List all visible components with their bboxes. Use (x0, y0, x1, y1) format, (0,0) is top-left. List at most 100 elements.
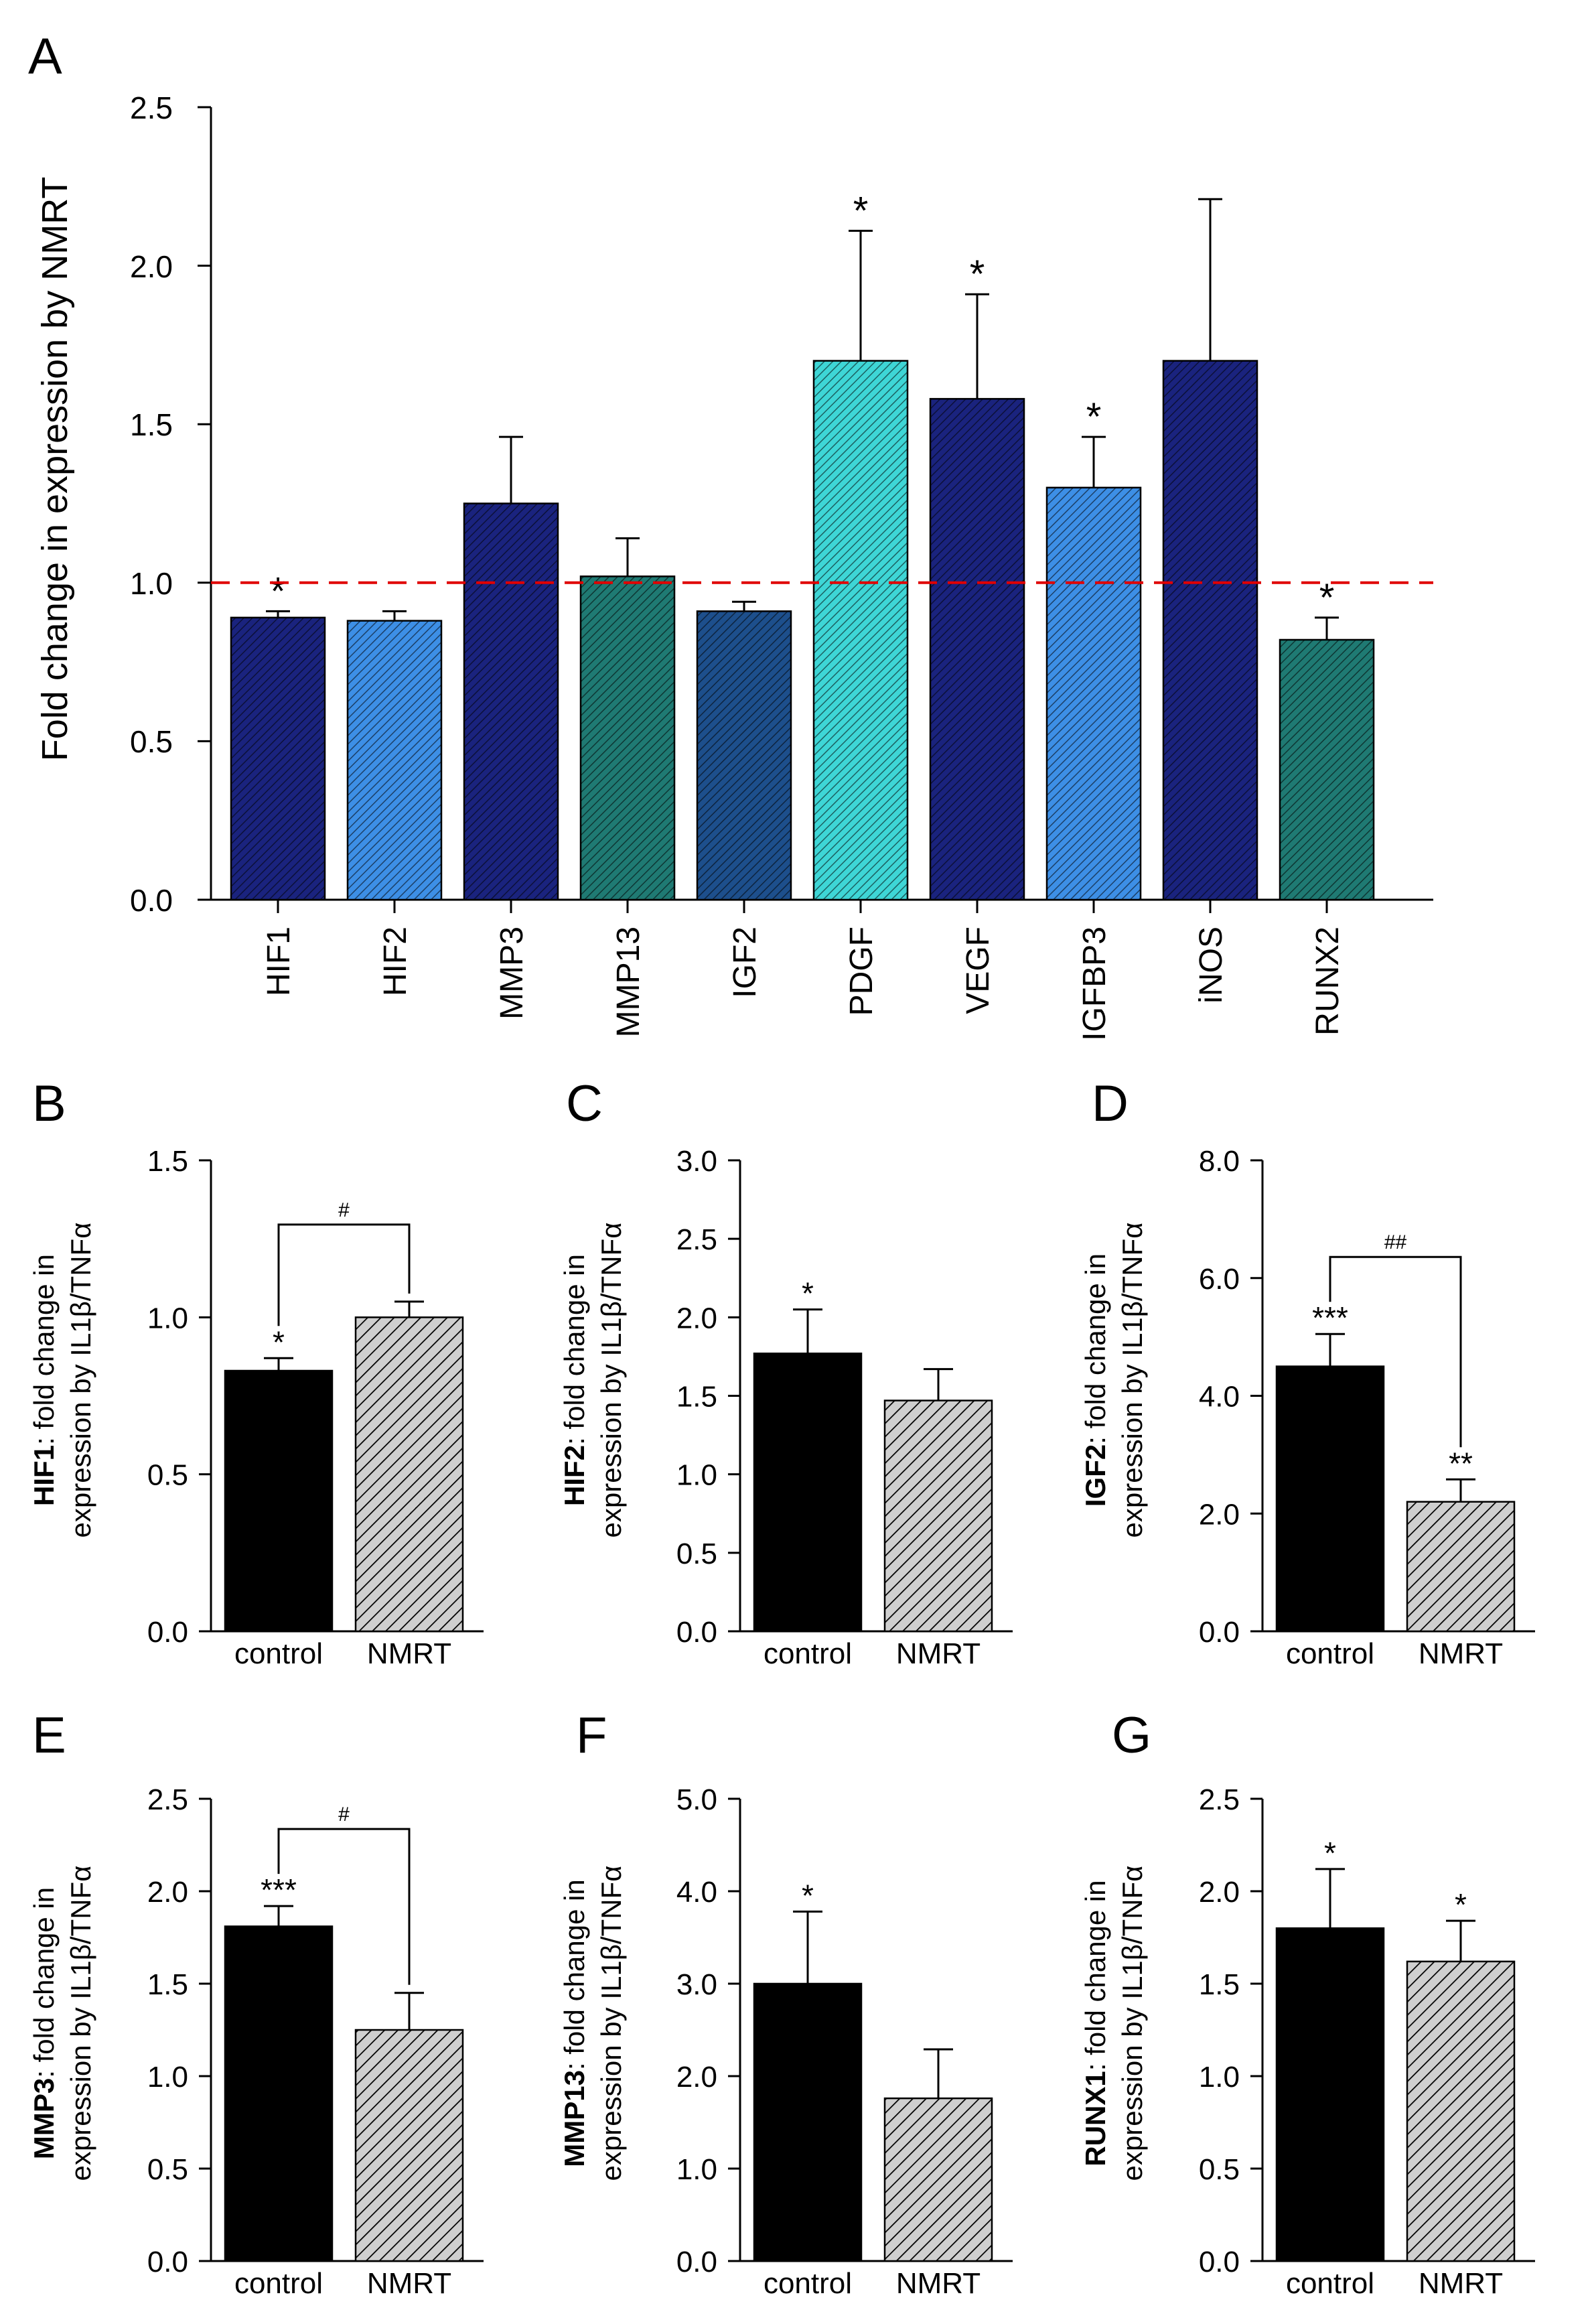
y-tick-label: 2.0 (1199, 1876, 1240, 1909)
x-tick-label: MMP13 (611, 927, 646, 1037)
x-tick-label: PDGF (844, 927, 879, 1016)
panel-g: G RUNX1: fold change in expression by IL… (1080, 1707, 1151, 2181)
bar-control (1275, 1365, 1385, 1633)
bar-nmrt (883, 1399, 993, 1633)
y-tick-label: 0.5 (147, 1459, 188, 1492)
bar-hatch (929, 398, 1025, 901)
y-axis-label-text: : fold change in (28, 1887, 60, 2078)
significance-marker: * (271, 569, 286, 613)
y-tick-label: 2.0 (676, 1302, 717, 1335)
significance-marker: * (1455, 1887, 1467, 1922)
gene-name: MMP13 (559, 2070, 590, 2167)
y-axis-label-line-2: expression by IL1β/TNFα (65, 1866, 96, 2181)
comparison-bracket (1329, 1255, 1462, 1448)
bar-control (224, 1925, 334, 2262)
x-tick-label: NMRT (367, 1637, 451, 1670)
panel-letter: E (32, 1707, 66, 1764)
significance-marker: *** (261, 1872, 297, 1907)
bar-hatch (696, 610, 792, 901)
panel-letter: B (32, 1075, 66, 1132)
y-axis-label-line-2: expression by IL1β/TNFα (595, 1866, 627, 2181)
y-tick-label: 0.0 (1199, 1616, 1240, 1649)
bar-hatch (463, 502, 559, 901)
y-axis-label-line-2: expression by IL1β/TNFα (65, 1223, 96, 1538)
x-tick-label: iNOS (1193, 927, 1229, 1004)
comparison-bracket (277, 1828, 411, 1985)
y-axis-label-text: : fold change in (1080, 1880, 1111, 2071)
x-tick-label: NMRT (367, 2267, 451, 2300)
panel-letter: C (566, 1075, 603, 1132)
bar-control (1275, 1927, 1385, 2262)
y-tick-label: 1.0 (1199, 2061, 1240, 2094)
y-tick-label: 1.0 (676, 1459, 717, 1492)
y-tick-label: 2.5 (676, 1223, 717, 1256)
x-tick-label: NMRT (1419, 2267, 1503, 2300)
y-tick-label: 0.0 (130, 883, 173, 918)
x-tick-label: VEGF (960, 927, 996, 1014)
x-labels-a: HIF1 HIF2 MMP3 MMP13 IGF2 PDGF VEGF IGFBP3 iNOS R… (261, 900, 1346, 1041)
significance-marker: * (1324, 1836, 1336, 1870)
y-axis-label-line-1: IGF2: fold change in (1080, 1253, 1111, 1507)
gene-name: RUNX1 (1080, 2071, 1111, 2166)
y-tick-label: 1.5 (147, 1145, 188, 1178)
panel-e-plot: 0.0 0.5 1.0 1.5 2.0 2.5 *** control NMRT # (147, 1783, 484, 2300)
bar-hatch (346, 620, 443, 901)
panel-a: A Fold change in expression by NMRT 0.0 … (28, 28, 1433, 1041)
x-tick-label: control (1286, 2267, 1374, 2300)
significance-marker: * (802, 1878, 814, 1913)
y-tick-label: 8.0 (1199, 1145, 1240, 1178)
panel-f-plot: 0.0 1.0 2.0 3.0 4.0 5.0 * control NMRT (676, 1783, 1013, 2300)
y-tick-label: 0.5 (130, 724, 173, 759)
bar-nmrt (354, 2029, 464, 2262)
x-tick-label: HIF2 (378, 927, 413, 996)
y-tick-label: 4.0 (1199, 1381, 1240, 1414)
significance-marker: *** (1312, 1300, 1348, 1335)
panel-letter: G (1112, 1707, 1151, 1764)
gene-name: IGF2 (1080, 1444, 1111, 1507)
y-tick-label: 3.0 (676, 1968, 717, 2001)
y-axis-label-line-1: HIF1: fold change in (28, 1254, 60, 1506)
y-axis-label-line-1: MMP3: fold change in (28, 1887, 60, 2159)
y-tick-label: 3.0 (676, 1145, 717, 1178)
comparison-bracket (277, 1223, 411, 1326)
gene-name: MMP3 (28, 2078, 60, 2159)
panel-e: E MMP3: fold change in expression by IL1… (28, 1707, 96, 2181)
y-axis-label: HIF1: fold change in expression by IL1β/… (28, 1223, 96, 1538)
x-tick-label: control (764, 1637, 852, 1670)
x-tick-label: control (1286, 1637, 1374, 1670)
bracket-label: ## (1384, 1231, 1407, 1253)
y-tick-label: 1.0 (147, 1302, 188, 1335)
bar-hatch (230, 616, 326, 901)
gene-name: HIF1 (28, 1445, 60, 1506)
y-axis-label: IGF2: fold change in expression by IL1β/… (1080, 1223, 1148, 1538)
y-axis-label-line-2: expression by IL1β/TNFα (1116, 1866, 1148, 2181)
panel-c-plot: 0.0 0.5 1.0 1.5 2.0 2.5 3.0 * control NMRT (676, 1145, 1013, 1670)
panel-letter: F (576, 1707, 607, 1764)
bar-hatch (1279, 638, 1375, 901)
significance-marker: * (1086, 395, 1102, 439)
y-axis-label-line-1: MMP13: fold change in (559, 1879, 590, 2167)
y-tick-label: 0.5 (676, 1537, 717, 1570)
y-tick-label: 0.5 (1199, 2153, 1240, 2186)
y-tick-label: 4.0 (676, 1876, 717, 1909)
bar-nmrt (1406, 1960, 1516, 2262)
panel-b: B HIF1: fold change in expression by IL1… (28, 1075, 96, 1537)
y-tick-label: 1.5 (147, 1968, 188, 2001)
panel-g-plot: 0.0 0.5 1.0 1.5 2.0 2.5 * control * NMRT (1199, 1783, 1535, 2300)
y-tick-label: 0.0 (147, 1616, 188, 1649)
y-axis-label-text: : fold change in (559, 1879, 590, 2070)
y-tick-label: 2.0 (147, 1876, 188, 1909)
y-axis-label-line-2: expression by IL1β/TNFα (1116, 1223, 1148, 1538)
y-axis-label-line-1: RUNX1: fold change in (1080, 1880, 1111, 2166)
y-tick-label: 1.0 (130, 566, 173, 601)
y-tick-label: 2.5 (130, 90, 173, 125)
y-tick-label: 0.0 (1199, 2246, 1240, 2278)
significance-marker: ** (1449, 1446, 1473, 1481)
y-tick-label: 2.0 (130, 249, 173, 284)
y-axis-label: MMP13: fold change in expression by IL1β… (559, 1866, 627, 2181)
x-tick-label: NMRT (1419, 1637, 1503, 1670)
y-tick-label: 5.0 (676, 1783, 717, 1816)
y-tick-label: 0.0 (676, 2246, 717, 2278)
y-axis-label-text: : fold change in (1080, 1253, 1111, 1444)
x-tick-label: control (764, 2267, 852, 2300)
